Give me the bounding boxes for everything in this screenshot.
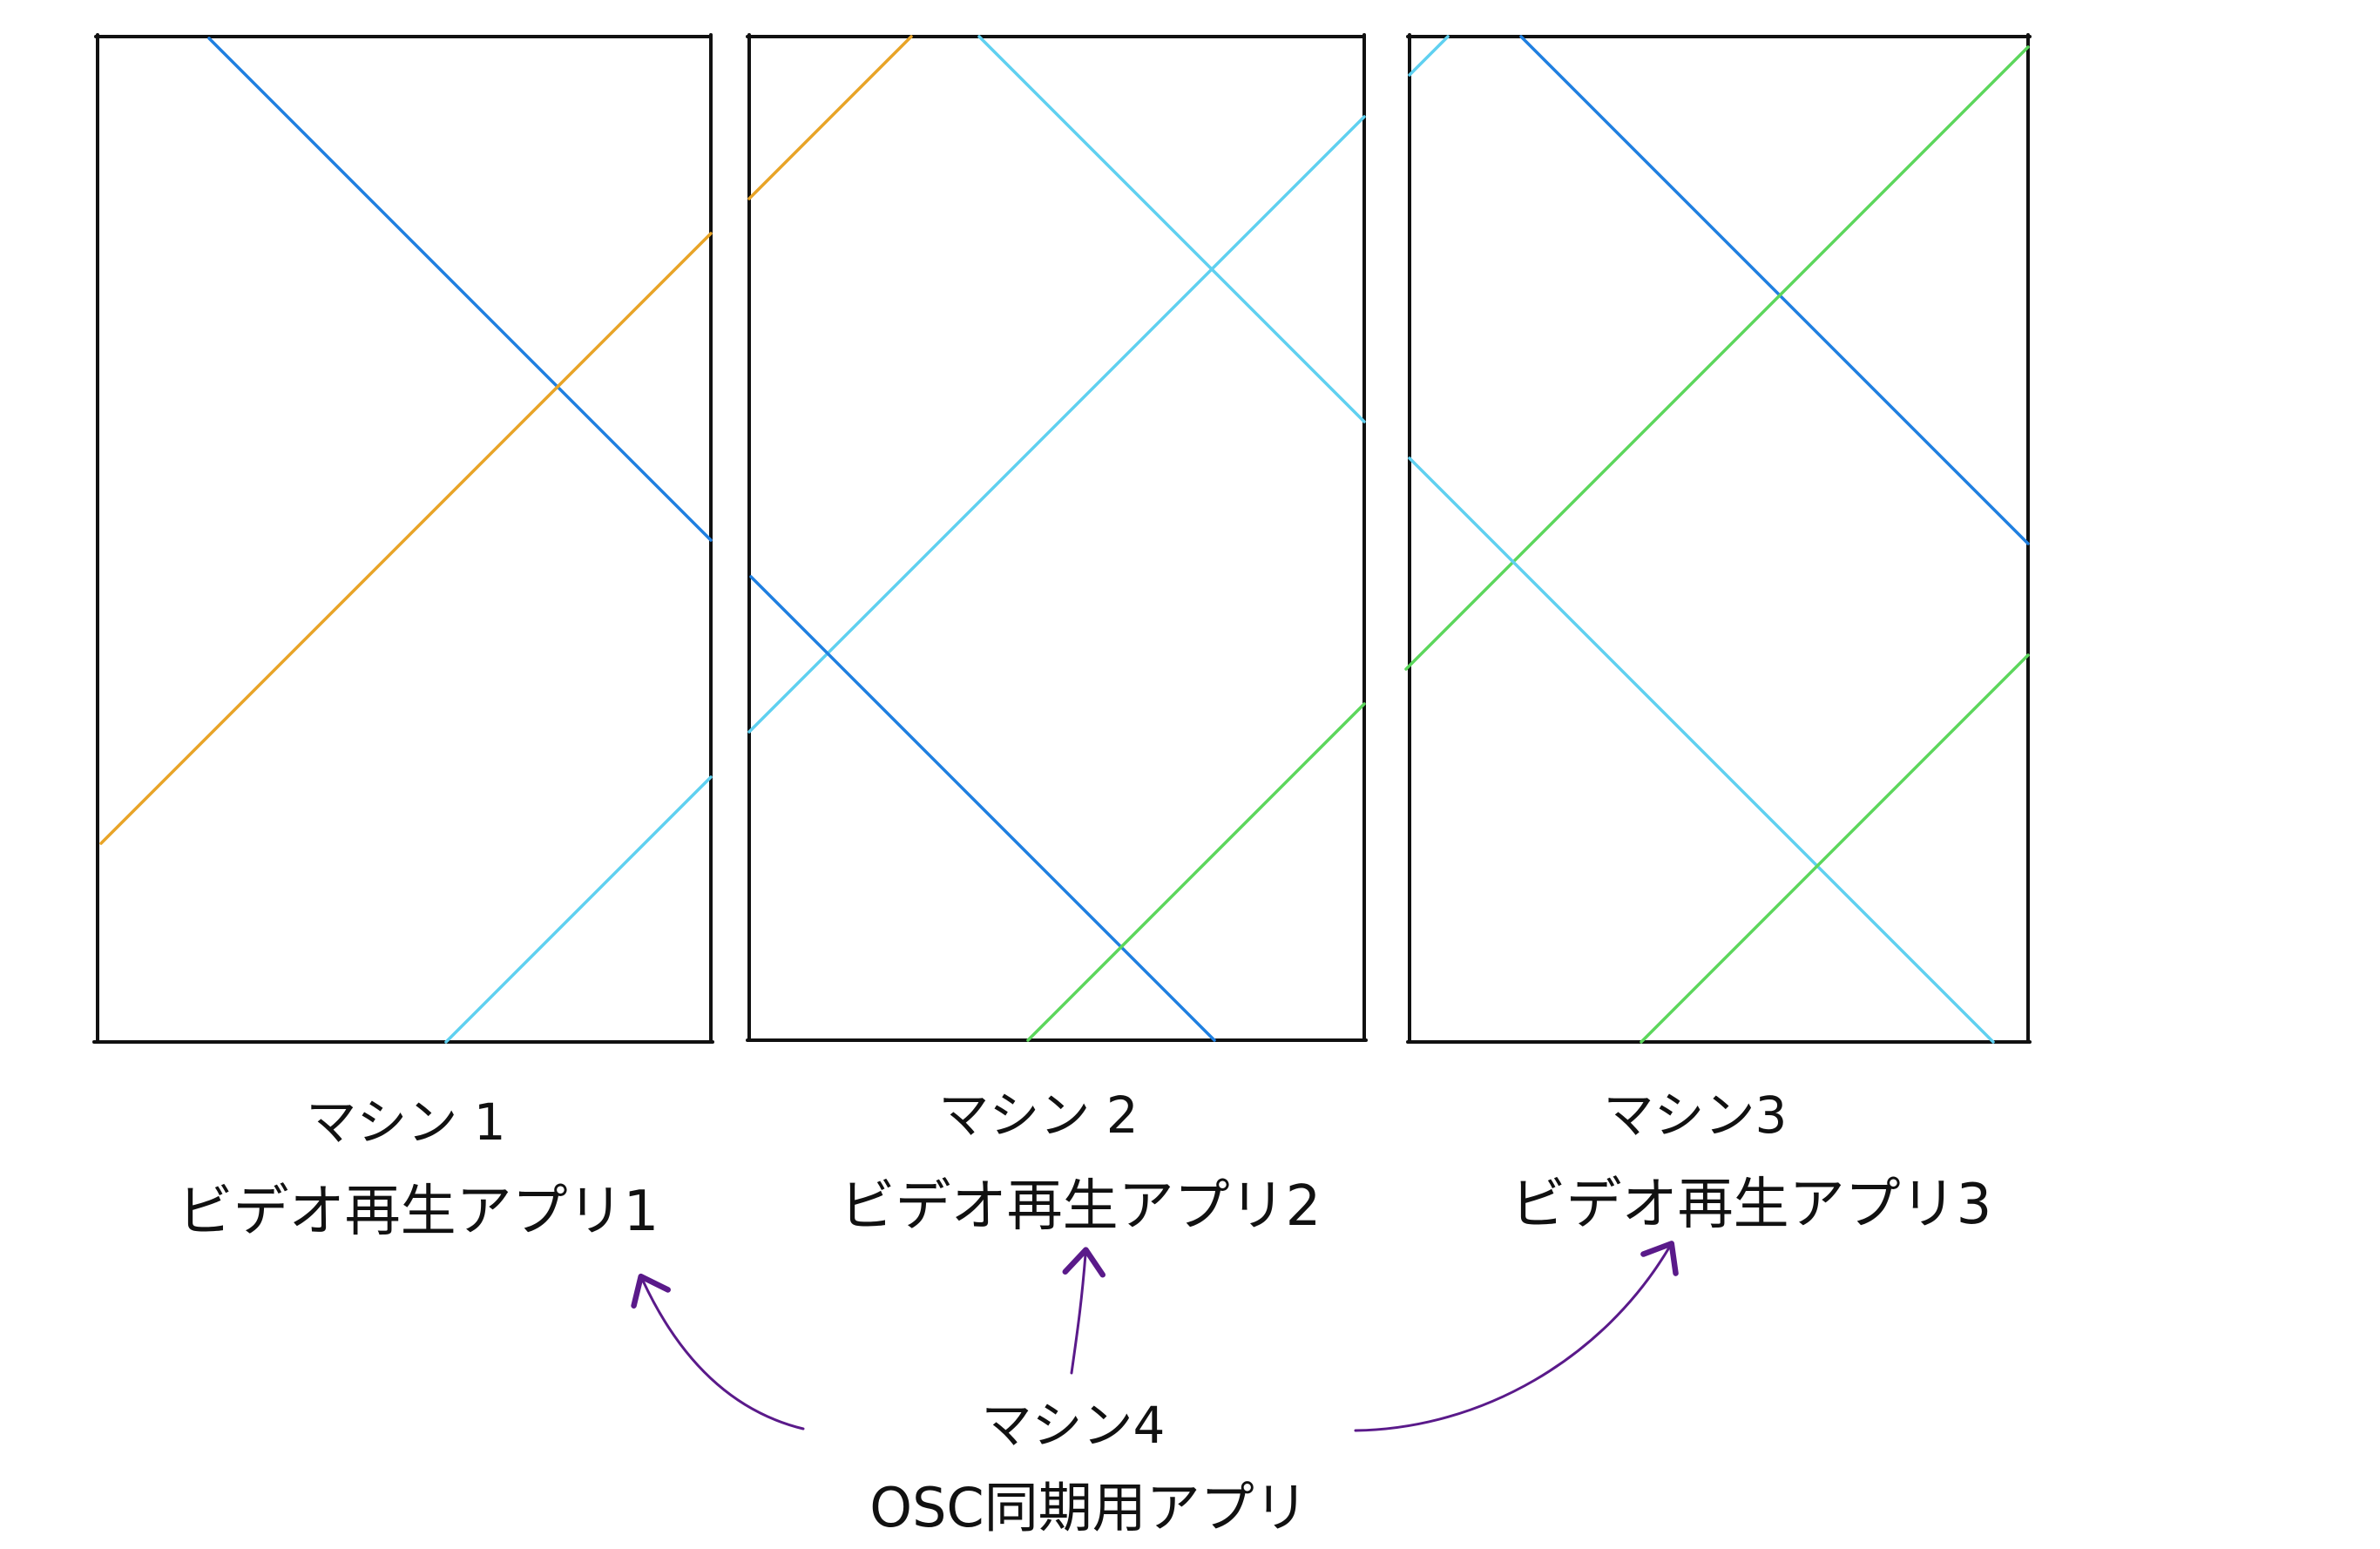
- machine-1-app-label: ビデオ再生アプリ1: [178, 1180, 659, 1244]
- screen-2-cyan-line-up: [747, 115, 1366, 734]
- arrow-to-app-3: [1354, 1241, 1679, 1432]
- screen-3-green-line-lower: [1640, 653, 2030, 1044]
- machine-2-app-label: ビデオ再生アプリ2: [840, 1174, 1322, 1239]
- screen-2-orange-line: [747, 35, 913, 200]
- screen-2-green-line: [1026, 702, 1366, 1042]
- screen-2-cyan-line-down: [977, 35, 1366, 423]
- screen-1-orange-line: [99, 232, 713, 845]
- screen-1-cyan-line: [444, 775, 713, 1044]
- screen-3: [1404, 33, 2032, 1044]
- screen-1: [92, 33, 714, 1044]
- screen-3-green-line-upper: [1404, 45, 2030, 671]
- controller-app-label: OSC同期用アプリ: [869, 1476, 1308, 1539]
- arrow-to-app-1: [631, 1273, 805, 1431]
- screen-2-blue-line: [749, 575, 1216, 1042]
- screen-3-blue-line: [1519, 35, 2030, 545]
- arrow-to-app-2: [1062, 1247, 1106, 1375]
- machine-1-label: マシン 1: [306, 1092, 505, 1152]
- screen-3-cyan-line: [1408, 457, 1995, 1044]
- machine-3-app-label: ビデオ再生アプリ3: [1511, 1173, 1992, 1237]
- machine-3-label: マシン3: [1604, 1086, 1788, 1145]
- machine-2-label: マシン 2: [938, 1086, 1138, 1145]
- controller-machine-label: マシン4: [982, 1396, 1166, 1455]
- screen-1-blue-line: [207, 37, 713, 542]
- screen-3-cyan-corner-line: [1408, 35, 1450, 77]
- screen-2: [746, 33, 1368, 1042]
